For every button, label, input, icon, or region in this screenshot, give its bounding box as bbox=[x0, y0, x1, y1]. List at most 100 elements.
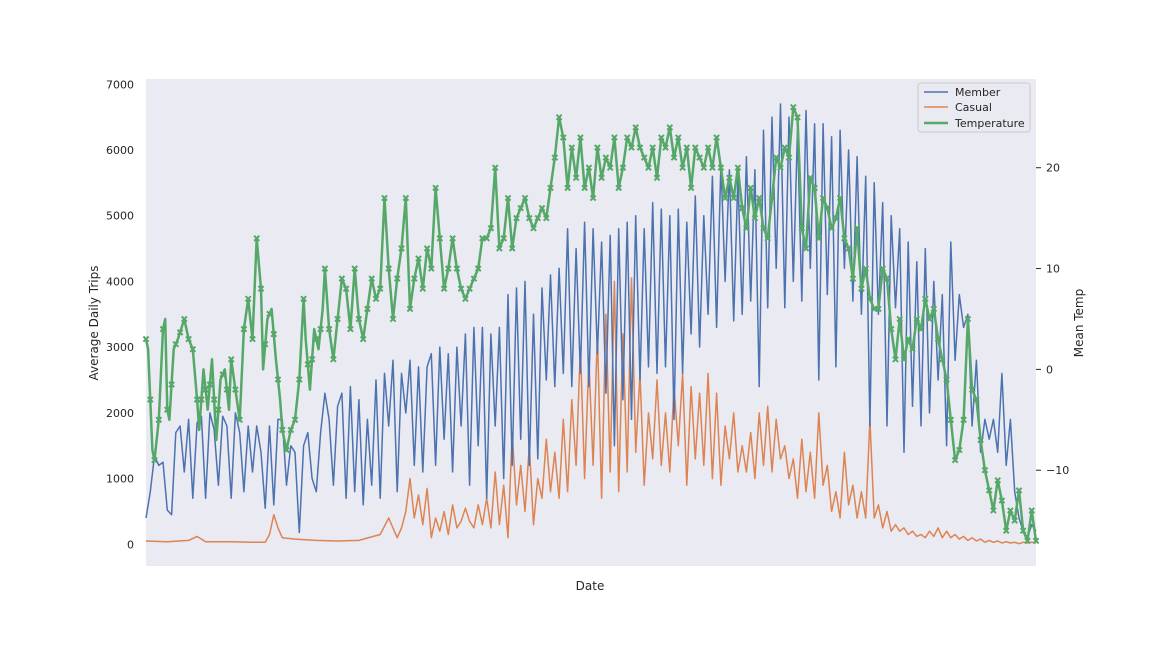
temperature-marker bbox=[206, 381, 214, 388]
temperature-marker bbox=[274, 376, 282, 383]
temperature-marker bbox=[798, 224, 806, 232]
temperature-marker bbox=[278, 426, 286, 434]
temperature-marker bbox=[202, 386, 209, 393]
temperature-marker bbox=[347, 325, 354, 333]
temperature-marker bbox=[547, 184, 554, 192]
temperature-marker bbox=[163, 406, 171, 414]
temperature-marker bbox=[406, 305, 414, 313]
y2-tick-label: 10 bbox=[1046, 263, 1060, 276]
temperature-marker bbox=[909, 345, 916, 353]
temperature-marker bbox=[713, 134, 720, 141]
temperature-marker bbox=[628, 144, 635, 151]
series-line-casual bbox=[145, 277, 1037, 545]
temperature-marker bbox=[1015, 487, 1023, 494]
temperature-marker bbox=[717, 164, 725, 172]
temperature-marker bbox=[743, 224, 750, 232]
temperature-marker bbox=[734, 164, 742, 172]
temperature-marker bbox=[508, 245, 516, 252]
temperature-marker bbox=[913, 315, 921, 323]
temperature-marker bbox=[585, 164, 593, 172]
temperature-marker bbox=[581, 184, 588, 192]
temperature-marker bbox=[904, 335, 912, 343]
temperature-marker bbox=[619, 164, 627, 172]
legend-box bbox=[917, 82, 1031, 133]
temperature-marker bbox=[530, 224, 537, 232]
temperature-marker bbox=[687, 184, 695, 192]
temperature-marker bbox=[623, 134, 631, 141]
temperature-marker bbox=[415, 255, 422, 262]
temperature-marker bbox=[304, 360, 312, 368]
temperature-marker bbox=[730, 194, 738, 202]
temperature-marker bbox=[828, 224, 835, 232]
temperature-marker bbox=[572, 174, 580, 182]
temperature-marker bbox=[291, 416, 299, 424]
temperature-marker bbox=[819, 194, 827, 202]
temperature-marker bbox=[666, 124, 674, 131]
temperature-marker bbox=[517, 204, 525, 212]
temperature-marker bbox=[240, 325, 248, 333]
temperature-marker bbox=[700, 164, 708, 172]
temperature-marker bbox=[185, 335, 192, 343]
temperature-marker bbox=[883, 275, 891, 282]
temperature-marker bbox=[542, 214, 550, 222]
temperature-marker bbox=[879, 265, 887, 272]
temperature-marker bbox=[151, 456, 158, 464]
temperature-marker bbox=[368, 275, 376, 282]
temperature-marker bbox=[841, 234, 848, 242]
temperature-marker bbox=[611, 134, 618, 141]
temperature-marker bbox=[355, 315, 363, 323]
temperature-marker bbox=[227, 355, 235, 363]
temperature-marker bbox=[496, 245, 503, 252]
temperature-marker bbox=[342, 285, 350, 293]
temperature-marker bbox=[300, 295, 307, 303]
y2-tick-label: 20 bbox=[1046, 162, 1060, 175]
temperature-marker bbox=[696, 154, 703, 161]
temperature-marker bbox=[849, 275, 857, 282]
temperature-marker bbox=[398, 245, 405, 252]
temperature-marker bbox=[777, 164, 784, 172]
temperature-marker bbox=[955, 446, 963, 454]
legend-label-casual: Casual bbox=[955, 101, 992, 114]
temperature-marker bbox=[393, 275, 401, 282]
temperature-marker bbox=[823, 204, 831, 212]
temperature-marker bbox=[751, 214, 759, 222]
temperature-marker bbox=[755, 194, 763, 202]
right-axis-ticks: −10 0 10 20 bbox=[1036, 162, 1069, 477]
temperature-marker bbox=[858, 285, 865, 293]
temperature-marker bbox=[985, 487, 993, 494]
temperature-marker bbox=[308, 355, 316, 363]
temperature-marker bbox=[615, 184, 623, 192]
temperature-marker bbox=[602, 154, 610, 161]
y-tick-label: 5000 bbox=[106, 210, 134, 223]
series-layer bbox=[142, 103, 1040, 545]
temperature-marker bbox=[334, 315, 341, 323]
temperature-marker bbox=[410, 275, 418, 282]
temperature-marker bbox=[312, 335, 320, 343]
temperature-marker bbox=[270, 330, 278, 338]
temperature-marker bbox=[589, 194, 597, 202]
y-tick-label: 7000 bbox=[106, 78, 134, 91]
temperature-marker bbox=[249, 335, 256, 343]
temperature-marker bbox=[427, 265, 435, 272]
temperature-marker bbox=[785, 154, 793, 161]
temperature-marker bbox=[990, 507, 997, 514]
legend-label-temperature: Temperature bbox=[954, 117, 1025, 130]
temperature-marker bbox=[1028, 507, 1036, 514]
temperature-marker bbox=[215, 406, 222, 414]
temperature-marker bbox=[836, 194, 844, 202]
temperature-marker bbox=[636, 144, 644, 151]
temperature-marker bbox=[768, 194, 776, 202]
temperature-marker bbox=[534, 214, 542, 222]
temperature-marker bbox=[283, 446, 290, 454]
temperature-marker bbox=[760, 224, 767, 232]
y-tick-label: 3000 bbox=[106, 341, 134, 354]
temperature-marker bbox=[832, 214, 840, 222]
temperature-marker bbox=[168, 381, 175, 388]
temperature-marker bbox=[896, 315, 904, 323]
temperature-marker bbox=[198, 396, 205, 403]
temperature-marker bbox=[419, 285, 427, 293]
y-tick-label: 2000 bbox=[106, 407, 134, 420]
temperature-marker bbox=[330, 355, 337, 363]
temperature-marker bbox=[189, 345, 197, 353]
temperature-marker bbox=[521, 194, 529, 202]
